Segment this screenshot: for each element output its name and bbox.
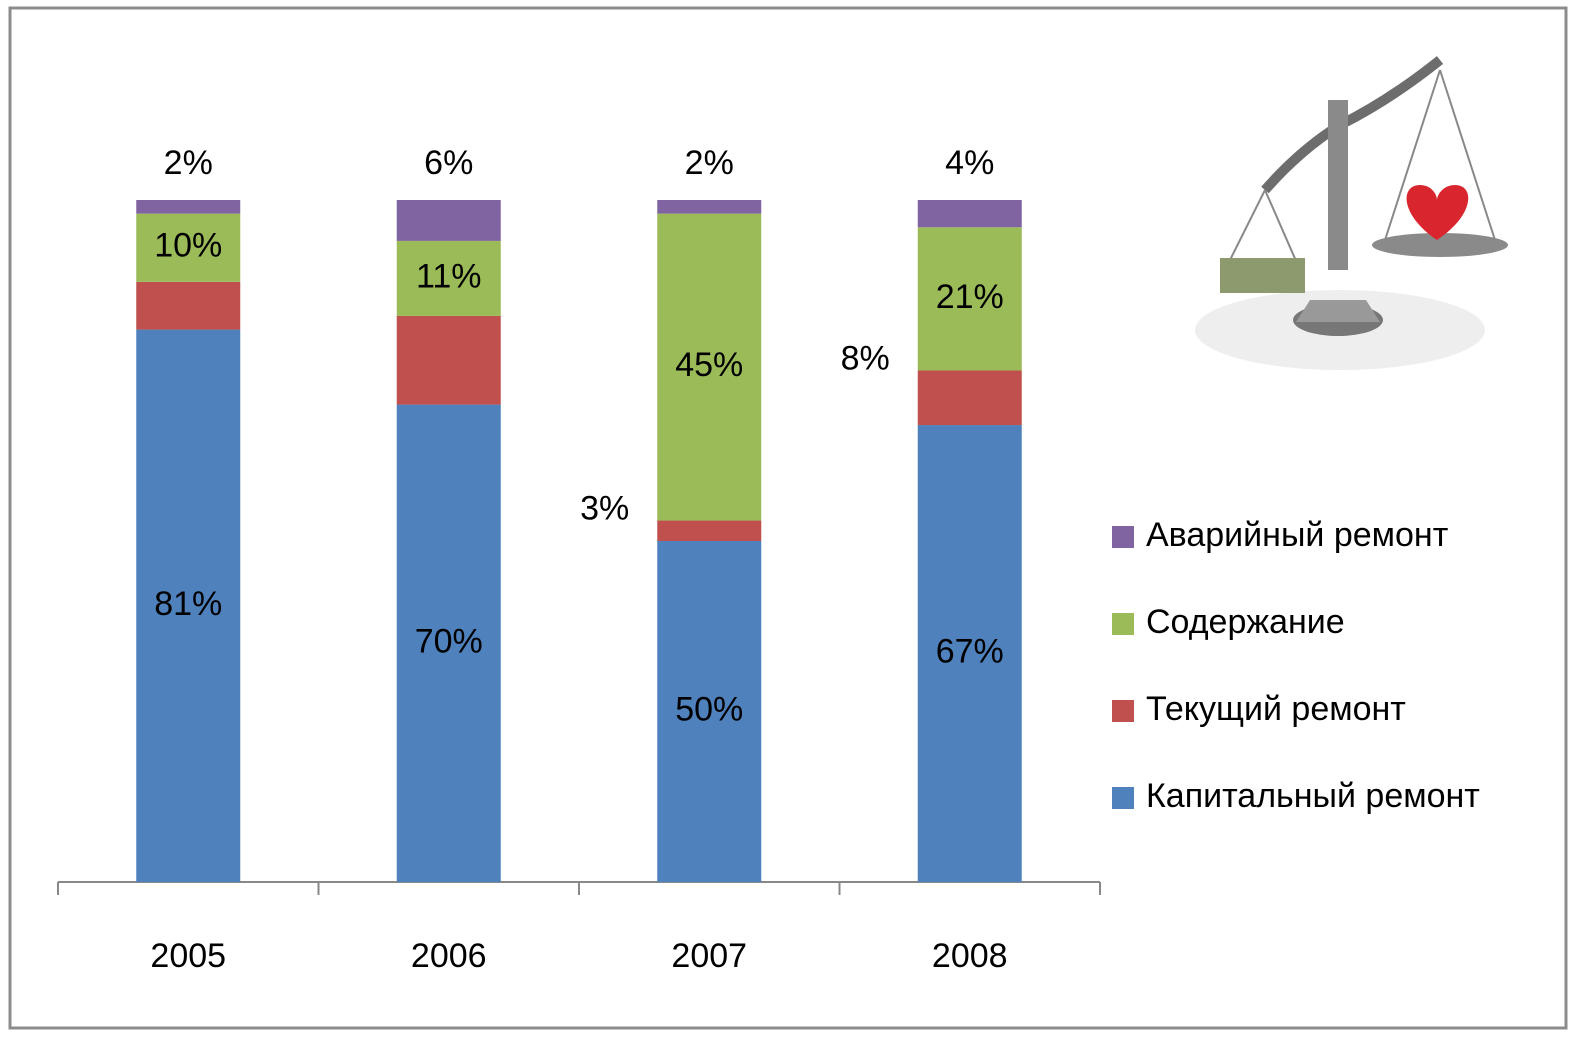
data-label: 21% [936,278,1004,316]
bar-segment [917,227,1022,371]
data-label: 2% [164,144,213,182]
data-label: 6% [424,144,473,182]
bar-segment [136,281,241,330]
legend-label: Аварийный ремонт [1146,516,1448,554]
data-label: 45% [675,346,743,384]
data-label: 4% [945,144,994,182]
bar-segment [657,541,762,882]
bar-segment [136,329,241,883]
legend-swatch [1112,787,1134,809]
x-tick-label: 2006 [411,937,487,975]
bar-segment [396,315,501,405]
bar-segment [396,200,501,241]
legend-swatch [1112,700,1134,722]
x-tick-label: 2005 [150,937,226,975]
bar-segment [917,425,1022,882]
legend-swatch [1112,526,1134,548]
legend-label: Капитальный ремонт [1146,777,1480,815]
legend-swatch [1112,613,1134,635]
bar-segment [136,200,241,214]
x-tick-label: 2008 [932,937,1008,975]
data-label: 3% [580,490,629,528]
x-tick-label: 2007 [671,937,747,975]
data-label: 50% [675,690,743,728]
bar-segment [136,213,241,282]
data-label: 67% [936,633,1004,671]
bar-segment [396,240,501,316]
data-label: 81% [154,585,222,623]
bar-segment [657,520,762,541]
data-label: 2% [685,144,734,182]
bar-segment [396,404,501,882]
frame [8,6,1568,1030]
data-label: 10% [154,227,222,265]
data-label: 70% [415,622,483,660]
legend-label: Текущий ремонт [1146,690,1406,728]
legend-label: Содержание [1146,603,1345,641]
bar-segment [657,200,762,214]
bar-segment [917,200,1022,228]
bar-segment [917,370,1022,426]
scales-picture [1195,56,1508,370]
bar-segment [657,213,762,521]
data-label: 11% [416,257,482,295]
data-label: 8% [841,339,890,377]
